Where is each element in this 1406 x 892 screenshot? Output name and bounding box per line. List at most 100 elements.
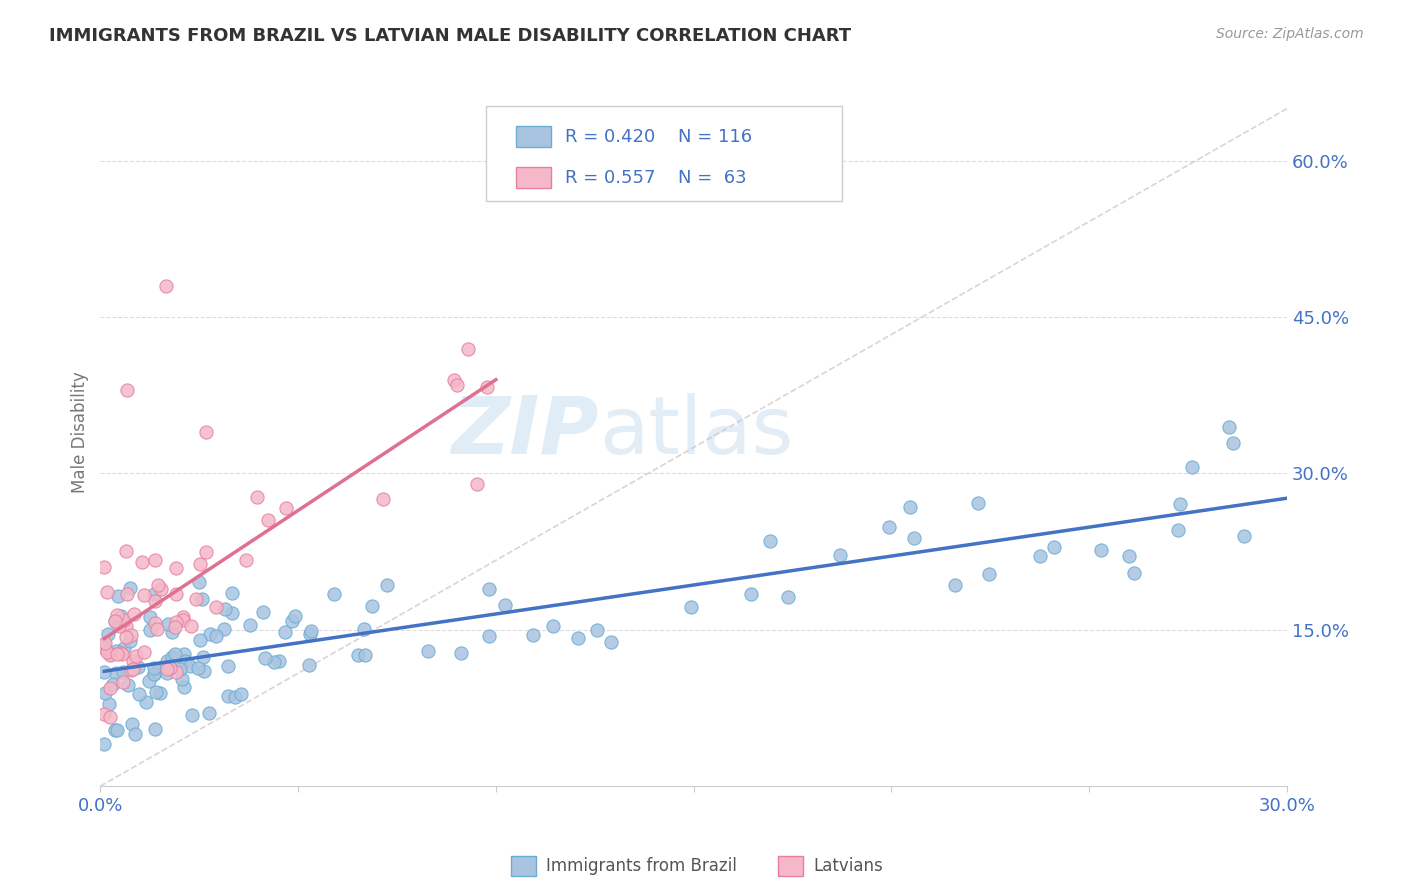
Point: [477, 629, 499, 643]
Point: [139, 624, 162, 638]
Point: [173, 680, 195, 694]
Point: [110, 646, 132, 660]
Point: [585, 623, 607, 637]
Point: [143, 553, 166, 567]
Point: [1167, 523, 1189, 537]
Point: [120, 581, 142, 595]
Point: [299, 627, 322, 641]
Point: [198, 706, 221, 720]
Point: [120, 634, 142, 648]
Point: [443, 372, 465, 386]
Point: [104, 644, 127, 658]
Point: [1118, 549, 1140, 564]
Point: [187, 661, 209, 675]
Point: [212, 622, 235, 636]
Point: [114, 544, 136, 558]
Point: [117, 678, 139, 692]
Point: [567, 631, 589, 645]
Point: [681, 599, 703, 614]
Point: [778, 590, 800, 604]
Text: R = 0.420: R = 0.420: [565, 128, 655, 145]
Point: [600, 634, 623, 648]
Point: [142, 666, 165, 681]
Text: ZIP: ZIP: [451, 392, 599, 471]
Point: [138, 673, 160, 688]
Point: [105, 607, 128, 622]
Point: [150, 582, 173, 597]
Point: [478, 582, 501, 596]
Point: [375, 578, 398, 592]
Point: [132, 645, 155, 659]
Point: [165, 560, 187, 574]
Point: [188, 558, 211, 572]
Point: [173, 647, 195, 661]
Point: [475, 379, 498, 393]
Point: [156, 654, 179, 668]
Point: [146, 577, 169, 591]
Point: [165, 587, 187, 601]
Point: [105, 723, 128, 738]
Point: [165, 620, 187, 634]
Point: [117, 383, 139, 397]
Point: [165, 665, 187, 679]
Point: [104, 614, 127, 628]
Point: [143, 723, 166, 737]
Point: [1168, 497, 1191, 511]
Point: [110, 609, 132, 624]
Text: atlas: atlas: [599, 392, 793, 471]
Point: [121, 662, 143, 676]
Point: [239, 618, 262, 632]
Text: R = 0.557: R = 0.557: [565, 169, 657, 186]
Point: [111, 647, 134, 661]
Point: [1090, 542, 1112, 557]
Point: [155, 278, 177, 293]
Point: [235, 553, 257, 567]
Point: [134, 588, 156, 602]
Point: [217, 689, 239, 703]
Point: [105, 647, 128, 661]
Point: [522, 628, 544, 642]
Text: Latvians: Latvians: [813, 857, 883, 875]
Point: [276, 501, 298, 516]
Point: [221, 606, 243, 620]
Point: [121, 654, 143, 668]
Point: [98, 697, 121, 711]
Point: [145, 685, 167, 699]
Point: [298, 658, 321, 673]
Point: [120, 628, 142, 642]
Point: [143, 661, 166, 675]
Point: [148, 661, 170, 675]
Point: [112, 640, 135, 655]
Point: [93, 738, 115, 752]
Point: [184, 591, 207, 606]
Point: [97, 627, 120, 641]
Point: [457, 343, 479, 357]
Point: [107, 589, 129, 603]
Point: [143, 586, 166, 600]
Point: [128, 687, 150, 701]
Point: [143, 616, 166, 631]
Point: [179, 658, 201, 673]
Point: [93, 640, 115, 655]
Point: [93, 706, 115, 721]
Point: [94, 636, 117, 650]
Point: [224, 690, 246, 704]
Point: [143, 594, 166, 608]
Point: [898, 500, 921, 514]
Point: [977, 567, 1000, 582]
Point: [156, 665, 179, 680]
Point: [446, 378, 468, 392]
Text: N = 116: N = 116: [678, 128, 752, 145]
Point: [156, 616, 179, 631]
Point: [360, 599, 382, 613]
Point: [93, 560, 115, 574]
Point: [104, 614, 127, 628]
Point: [146, 622, 169, 636]
Point: [104, 723, 127, 737]
Point: [195, 545, 218, 559]
Point: [943, 578, 966, 592]
Point: [195, 425, 218, 439]
Point: [127, 659, 149, 673]
Point: [112, 675, 135, 690]
Point: [165, 615, 187, 630]
